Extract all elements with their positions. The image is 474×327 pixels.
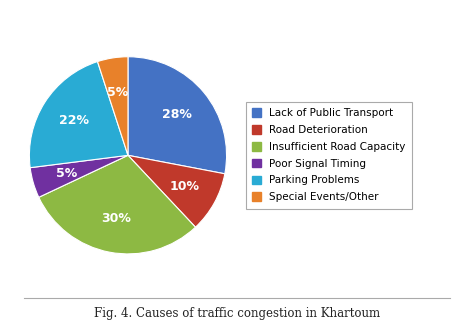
Wedge shape — [128, 57, 227, 174]
Wedge shape — [98, 57, 128, 155]
Wedge shape — [39, 155, 195, 254]
Text: 10%: 10% — [169, 180, 199, 193]
Text: 5%: 5% — [56, 167, 77, 180]
Wedge shape — [29, 61, 128, 168]
Text: 5%: 5% — [107, 86, 128, 98]
Text: 30%: 30% — [101, 212, 131, 225]
Legend: Lack of Public Transport, Road Deterioration, Insufficient Road Capacity, Poor S: Lack of Public Transport, Road Deteriora… — [246, 102, 412, 209]
Wedge shape — [30, 155, 128, 197]
Text: 22%: 22% — [59, 114, 89, 128]
Wedge shape — [128, 155, 225, 227]
Text: 28%: 28% — [163, 108, 192, 121]
Text: Fig. 4. Causes of traffic congestion in Khartoum: Fig. 4. Causes of traffic congestion in … — [94, 307, 380, 320]
